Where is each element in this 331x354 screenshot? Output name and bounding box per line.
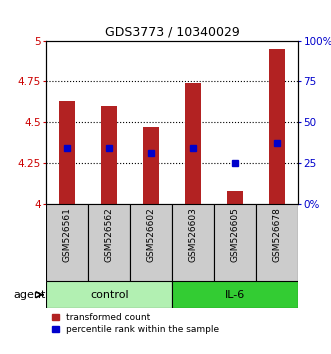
Text: GSM526603: GSM526603 [189,207,198,262]
Text: GSM526602: GSM526602 [147,207,156,262]
Bar [269,49,285,204]
Bar [101,106,117,204]
Title: GDS3773 / 10340029: GDS3773 / 10340029 [105,25,240,38]
Text: IL-6: IL-6 [225,290,245,300]
Text: GSM526562: GSM526562 [105,207,114,262]
Text: control: control [90,290,128,300]
Bar [46,281,172,308]
Bar [130,204,172,281]
Text: agent: agent [13,290,45,300]
Bar [172,281,298,308]
Bar [214,204,256,281]
Bar [143,127,159,204]
Bar [46,204,88,281]
Bar [256,204,298,281]
Legend: transformed count, percentile rank within the sample: transformed count, percentile rank withi… [51,313,220,335]
Text: GSM526561: GSM526561 [63,207,72,262]
Bar [172,204,214,281]
Bar [59,101,75,204]
Text: GSM526605: GSM526605 [230,207,240,262]
Bar [227,190,243,204]
Bar [88,204,130,281]
Text: GSM526678: GSM526678 [272,207,281,262]
Bar [185,83,201,204]
